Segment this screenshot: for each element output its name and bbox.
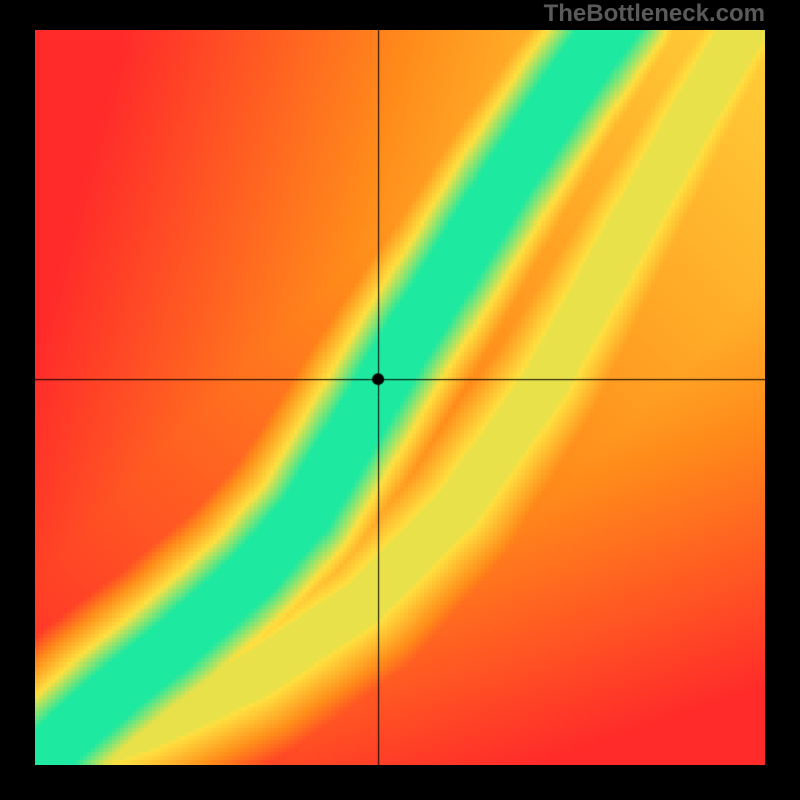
chart-container: TheBottleneck.com	[0, 0, 800, 800]
watermark-text: TheBottleneck.com	[544, 0, 765, 28]
bottleneck-heatmap	[35, 30, 765, 765]
